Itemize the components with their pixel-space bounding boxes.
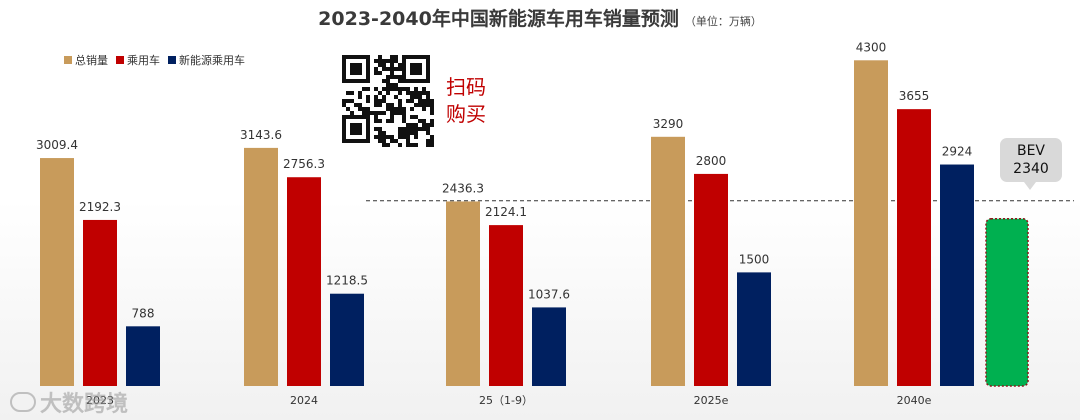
bar-passenger-2 [489, 225, 523, 386]
legend-label-total: 总销量 [75, 54, 108, 67]
data-label-total-2: 2436.3 [442, 181, 484, 195]
data-label-total-3: 3290 [653, 117, 684, 131]
bar-nev-2 [532, 307, 566, 386]
chart-title: 2023-2040年中国新能源车用车销量预测 （单位：万辆） [0, 4, 1080, 31]
qr-caption-line1: 扫码 [446, 75, 486, 99]
legend-label-nev: 新能源乘用车 [179, 54, 245, 67]
legend-item-nev: 新能源乘用车 [168, 52, 245, 68]
chart-title-text: 2023-2040年中国新能源车用车销量预测 [318, 8, 679, 30]
data-label-nev-3: 1500 [739, 252, 770, 266]
x-tick-label-4: 2040e [897, 394, 932, 407]
x-tick-label-3: 2025e [694, 394, 729, 407]
x-tick-label-2: 25（1-9） [479, 394, 533, 407]
data-label-total-0: 3009.4 [36, 138, 78, 152]
bar-total-4 [854, 60, 888, 386]
watermark-text: 大数跨境 [40, 392, 129, 417]
bar-total-0 [40, 158, 74, 386]
bar-passenger-1 [287, 177, 321, 386]
bar-nev-0 [126, 326, 160, 386]
data-label-total-1: 3143.6 [240, 128, 282, 142]
bar-passenger-3 [694, 173, 728, 386]
bar-passenger-0 [83, 219, 117, 386]
data-label-passenger-3: 2800 [696, 154, 727, 168]
qr-caption: 扫码 购买 [446, 74, 506, 128]
x-tick-label-1: 2024 [290, 394, 318, 407]
data-label-passenger-0: 2192.3 [79, 200, 121, 214]
legend-item-passenger: 乘用车 [116, 52, 160, 68]
legend-label-passenger: 乘用车 [127, 54, 160, 67]
data-label-total-4: 4300 [856, 40, 887, 54]
bar-total-3 [651, 136, 685, 386]
data-label-passenger-1: 2756.3 [283, 157, 325, 171]
data-label-passenger-2: 2124.1 [485, 205, 527, 219]
bev-callout-name: BEV [1016, 143, 1046, 159]
bar-total-2 [446, 201, 480, 386]
x-tick-label-0: 2023 [86, 394, 114, 407]
legend: 总销量 乘用车 新能源乘用车 [64, 52, 245, 68]
legend-swatch-nev [168, 56, 176, 64]
bev-callout: BEV 2340 [1000, 138, 1062, 190]
data-label-nev-1: 1218.5 [326, 274, 368, 288]
bar-nev-1 [330, 293, 364, 386]
bar-nev-4 [940, 164, 974, 386]
qr-code-image[interactable] [342, 55, 434, 147]
data-label-nev-0: 788 [132, 306, 155, 320]
legend-swatch-passenger [116, 56, 124, 64]
bar-bev-2040e [985, 218, 1029, 387]
bev-callout-value: 2340 [1013, 161, 1049, 177]
bar-total-1 [244, 147, 278, 386]
watermark-logo-icon [10, 392, 36, 412]
data-label-nev-4: 2924 [942, 145, 973, 159]
qr-caption-line2: 购买 [446, 102, 486, 126]
data-label-nev-2: 1037.6 [528, 287, 570, 301]
legend-item-total: 总销量 [64, 52, 108, 68]
bar-passenger-4 [897, 109, 931, 386]
legend-swatch-total [64, 56, 72, 64]
data-label-passenger-4: 3655 [899, 89, 930, 103]
watermark: 大数跨境 [10, 386, 128, 418]
bar-nev-3 [737, 272, 771, 386]
unit-note: （单位：万辆） [684, 15, 762, 28]
